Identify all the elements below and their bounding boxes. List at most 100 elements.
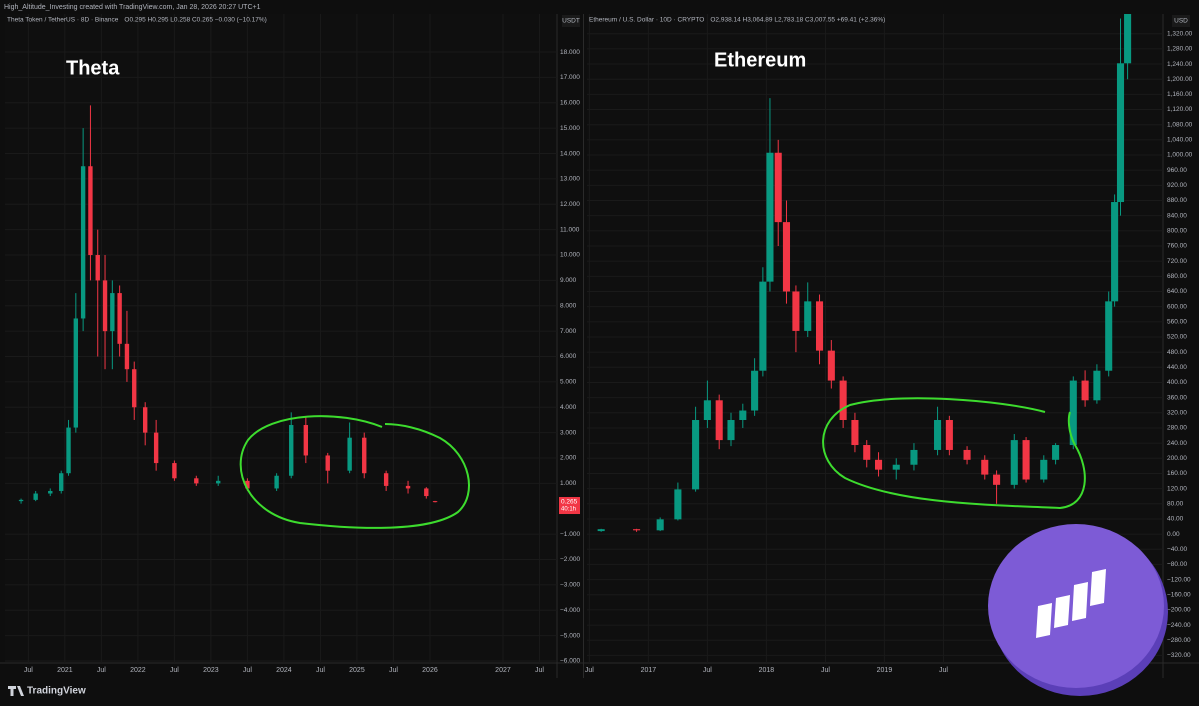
y-tick-label: 400.00 [1167,379,1187,386]
x-tick-label: 2018 [759,667,775,674]
candle-body [33,493,38,500]
candle-body [405,485,411,489]
unit-box [1172,15,1190,27]
x-tick-label: 2024 [276,667,292,674]
candle-body [863,445,871,460]
y-tick-label: 17.000 [560,74,580,81]
candle-body [945,420,953,450]
y-tick-label: 1,200.00 [1167,76,1193,83]
x-tick-label: 2027 [495,667,511,674]
candle-body [804,301,812,331]
y-tick-label: 520.00 [1167,334,1187,341]
candle-body [963,449,971,460]
y-tick-label: 680.00 [1167,273,1187,280]
candle-body [759,281,767,371]
footer-logo: TradingView [27,686,86,697]
y-tick-label: 1,080.00 [1167,121,1193,128]
candle-body [102,280,108,332]
candle-body [1111,202,1119,302]
candle-body [815,301,824,351]
y-tick-label: 18.000 [560,49,580,56]
annotation-ellipse [239,415,470,529]
y-tick-label: −1.000 [560,531,580,538]
candle-body [875,459,883,470]
y-tick-label: 1.000 [560,480,577,487]
y-tick-label: −320.00 [1167,652,1191,659]
y-tick-label: 7.000 [560,328,577,335]
y-tick-label: 13.000 [560,176,580,183]
y-tick-label: 3.000 [560,429,577,436]
candle-body [751,370,759,411]
y-tick-label: 280.00 [1167,425,1187,432]
x-tick-label: Jul [316,667,325,674]
y-tick-label: 720.00 [1167,258,1187,265]
ohlc-label: O2,938.14 H3,064.89 L2,783.18 C3,007.55 … [710,17,885,24]
candle-body [88,166,93,256]
candle-body [703,400,711,421]
y-unit: USD [1174,18,1188,25]
candle-body [325,455,330,471]
candle-body [347,437,352,471]
x-tick-label: 2017 [641,667,657,674]
y-tick-label: 960.00 [1167,167,1187,174]
x-tick-label: 2022 [130,667,146,674]
y-tick-label: 4.000 [560,404,577,411]
candle-body [739,410,747,421]
x-tick-label: 2025 [349,667,365,674]
y-tick-label: 640.00 [1167,288,1187,295]
price-badge [559,497,580,515]
candle-body [1052,445,1060,460]
candle-body [774,152,782,223]
candle-body [1069,380,1077,446]
y-tick-label: −3.000 [560,582,580,589]
candle-body [124,343,130,370]
ohlc-label: O0.295 H0.295 L0.258 C0.265 −0.030 (−10.… [124,17,266,24]
candle-body [1105,301,1113,371]
y-tick-label: −2.000 [560,556,580,563]
candle-body [18,499,24,502]
y-tick-label: 360.00 [1167,394,1187,401]
annotation: Ethereum [714,49,806,71]
y-tick-label: 1,040.00 [1167,137,1193,144]
chart-title: Theta Token / TetherUS · 8D · Binance [7,17,119,24]
y-tick-label: 40.00 [1167,516,1184,523]
candle-body [782,222,791,292]
y-tick-label: 1,240.00 [1167,61,1193,68]
candle-body [362,437,367,474]
candle-body [1093,370,1101,401]
y-tick-label: 5.000 [560,379,577,386]
candle-body [48,490,53,494]
candle-body [172,463,177,479]
candle-body [117,293,122,344]
candle-body [727,420,735,441]
y-tick-label: 0.00 [1167,531,1180,538]
y-unit: USDT [562,18,580,25]
y-tick-label: −160.00 [1167,591,1191,598]
y-tick-label: 320.00 [1167,410,1187,417]
last-price-label: 0.265 [561,499,578,506]
candle-body [216,480,221,484]
candle-body [1116,63,1125,203]
x-tick-label: Jul [170,667,179,674]
y-tick-label: 200.00 [1167,455,1187,462]
axes: 18.000 17.000 16.000 15.000 14.000 13.000 12.0… [7,15,1193,674]
candle-body [432,501,438,503]
y-tick-label: 1,000.00 [1167,152,1193,159]
candle-body [73,318,79,428]
y-tick-label: −4.000 [560,607,580,614]
candle-body [1081,380,1089,401]
chart-right [587,14,1163,663]
candle-body [194,478,199,484]
tv-icon [8,686,24,696]
candle-body [132,369,137,408]
y-tick-label: −200.00 [1167,607,1191,614]
x-tick-label: Jul [535,667,544,674]
annotation: Theta [66,57,120,79]
candle-body [1040,459,1048,480]
y-tick-label: 440.00 [1167,364,1187,371]
candle-body [424,488,429,497]
y-tick-label: 800.00 [1167,228,1187,235]
y-tick-label: 840.00 [1167,212,1187,219]
candle-body [1124,14,1132,64]
candle-body [656,519,664,531]
